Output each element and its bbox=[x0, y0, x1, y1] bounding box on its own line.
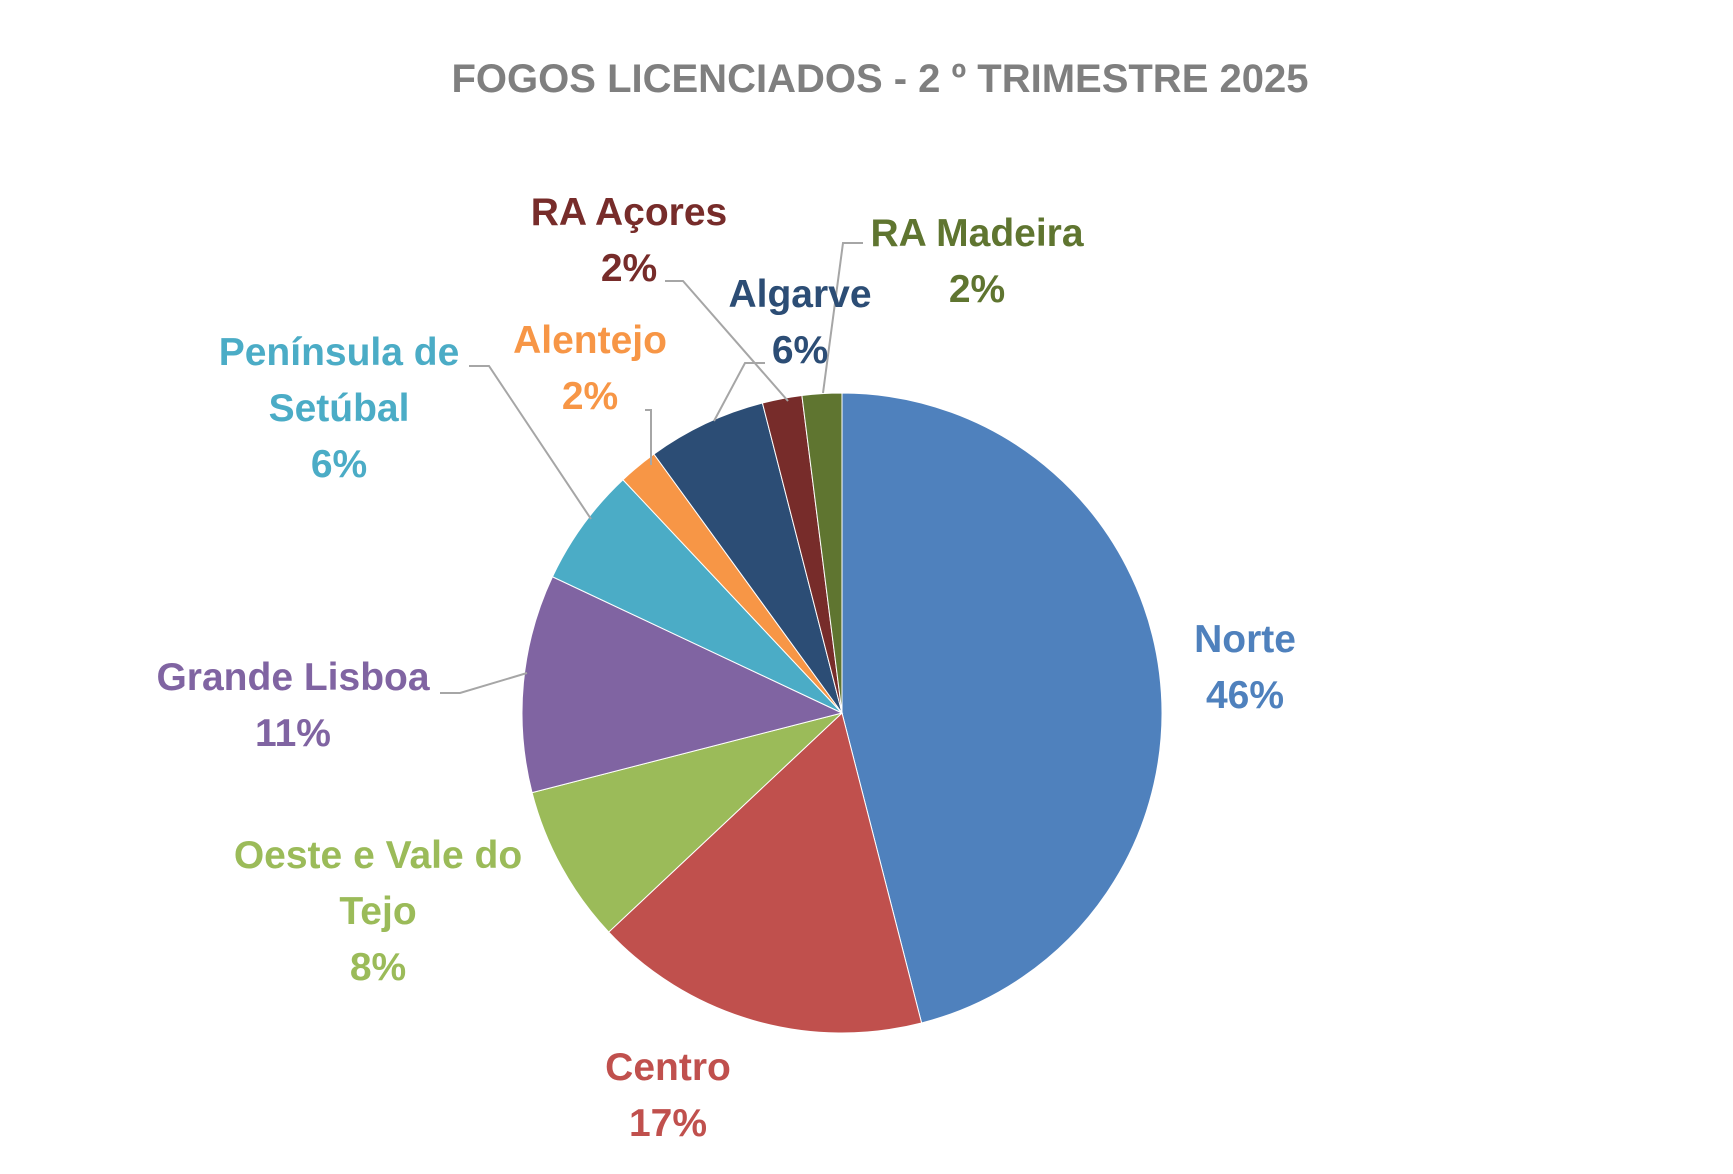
pie-slice-oeste-e-vale-do-tejo bbox=[531, 712, 843, 933]
slice-value-label: 2% bbox=[562, 375, 618, 418]
chart-title: FOGOS LICENCIADOS - 2 º TRIMESTRE 2025 bbox=[452, 57, 1309, 101]
slice-label-grande-lisboa: Grande Lisboa 11% bbox=[156, 656, 429, 755]
pie-slice-norte bbox=[841, 392, 1163, 1024]
slice-value-label: 6% bbox=[311, 443, 367, 486]
slice-label-ra-acores: RA Açores 2% bbox=[531, 191, 728, 290]
slice-name-label: RA Açores bbox=[531, 191, 728, 234]
slice-value-label: 2% bbox=[949, 268, 1005, 311]
slice-label-alentejo: Alentejo 2% bbox=[513, 319, 667, 418]
slice-name-label: Norte bbox=[1194, 618, 1296, 661]
slice-value-label: 46% bbox=[1206, 674, 1284, 717]
pie-slice-centro bbox=[608, 712, 923, 1034]
slice-label-centro: Centro 17% bbox=[605, 1046, 731, 1145]
slice-label-ra-madeira: RA Madeira 2% bbox=[870, 212, 1083, 311]
slice-name-label: Centro bbox=[605, 1046, 731, 1089]
slice-label-norte: Norte 46% bbox=[1194, 618, 1296, 717]
slice-value-label: 8% bbox=[350, 946, 406, 989]
slice-value-label: 11% bbox=[255, 712, 331, 755]
pie-slice-algarve bbox=[653, 402, 843, 714]
leader-line-peninsula-de-setubal bbox=[469, 365, 592, 520]
slice-value-label: 2% bbox=[601, 247, 657, 290]
slice-name-label: Oeste e Vale do Tejo bbox=[234, 834, 522, 933]
slice-label-oeste-e-vale-do-tejo: Oeste e Vale do Tejo 8% bbox=[234, 834, 522, 989]
leader-line-ra-acores bbox=[665, 280, 789, 402]
pie-slices bbox=[521, 392, 1163, 1034]
slice-label-algarve: Algarve 6% bbox=[728, 273, 871, 372]
slice-name-label: RA Madeira bbox=[870, 212, 1083, 255]
leader-line-algarve bbox=[713, 362, 765, 422]
slice-value-label: 17% bbox=[629, 1102, 707, 1145]
leader-line-alentejo bbox=[645, 409, 652, 465]
slice-value-label: 6% bbox=[772, 329, 828, 372]
pie-slice-grande-lisboa bbox=[521, 576, 844, 794]
leader-line-ra-madeira bbox=[822, 242, 863, 394]
slice-labels: Norte 46% Centro 17% Oeste e Vale do Tejo 8% Gr… bbox=[156, 191, 1295, 1145]
slice-name-label: Grande Lisboa bbox=[156, 656, 429, 699]
leader-lines bbox=[440, 242, 863, 694]
slice-label-peninsula-de-setubal: Península de Setúbal 6% bbox=[219, 331, 460, 486]
slice-name-label: Península de Setúbal bbox=[219, 331, 460, 430]
leader-line-grande-lisboa bbox=[440, 672, 528, 694]
slice-name-label: Algarve bbox=[728, 273, 871, 316]
slice-name-label: Alentejo bbox=[513, 319, 667, 362]
pie-slice-peninsula-de-setubal bbox=[551, 479, 843, 714]
pie-slice-ra-madeira bbox=[801, 392, 843, 714]
